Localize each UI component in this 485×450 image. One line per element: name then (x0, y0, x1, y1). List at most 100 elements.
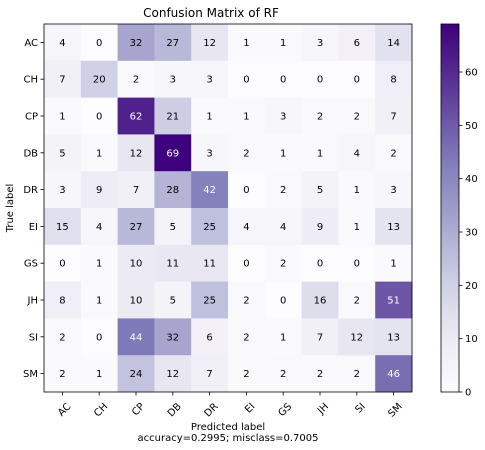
heatmap-cell (80, 208, 118, 246)
x-tick-label: CH (92, 401, 110, 419)
cell-value-label: 7 (133, 185, 139, 196)
colorbar-tick-label: 20 (465, 281, 478, 292)
cell-value-label: 2 (59, 332, 65, 343)
cell-value-label: 10 (130, 296, 143, 307)
heatmap-cell (301, 171, 339, 209)
heatmap-cell (80, 281, 118, 319)
colorbar-tick-label: 30 (465, 228, 478, 239)
cell-value-label: 2 (280, 259, 286, 270)
heatmap-cell (338, 355, 376, 393)
heatmap-cell (44, 97, 82, 135)
cell-value-label: 1 (354, 222, 360, 233)
heatmap-cell (375, 318, 413, 356)
cell-value-label: 6 (354, 38, 360, 49)
heatmap-cell (117, 24, 155, 62)
cell-value-label: 1 (206, 112, 212, 123)
heatmap-cell (117, 208, 155, 246)
heatmap-cell (80, 355, 118, 393)
heatmap-cells (44, 24, 413, 393)
cell-value-label: 25 (203, 296, 216, 307)
cell-value-label: 12 (166, 369, 179, 380)
heatmap-cell (80, 244, 118, 282)
cell-value-label: 1 (96, 259, 102, 270)
x-tick-label: SM (386, 401, 404, 419)
cell-value-label: 4 (96, 222, 102, 233)
cell-value-label: 2 (354, 369, 360, 380)
heatmap-cell (264, 24, 302, 62)
heatmap-cell (191, 244, 229, 282)
cell-value-label: 2 (280, 185, 286, 196)
cell-value-label: 62 (130, 112, 143, 123)
x-axis-ticks: AC CH CP DB DR EI GS JH SI SM (56, 392, 405, 420)
cell-value-label: 2 (390, 148, 396, 159)
cell-value-label: 2 (243, 332, 249, 343)
cell-value-label: 0 (317, 75, 323, 86)
heatmap-cell (228, 24, 266, 62)
cell-value-label: 1 (317, 148, 323, 159)
cell-value-label: 1 (243, 38, 249, 49)
cell-value-label: 8 (390, 75, 396, 86)
heatmap-cell (117, 171, 155, 209)
x-tick-label: EI (243, 401, 257, 415)
cell-value-label: 5 (170, 296, 176, 307)
heatmap-cell (338, 171, 376, 209)
cell-value-label: 12 (350, 332, 363, 343)
cell-value-label: 1 (280, 148, 286, 159)
heatmap-cell (375, 60, 413, 98)
cell-value-label: 7 (390, 112, 396, 123)
heatmap-cell (44, 281, 82, 319)
heatmap-cell (228, 318, 266, 356)
heatmap-cell (117, 355, 155, 393)
heatmap-cell (154, 171, 192, 209)
heatmap-cell (301, 97, 339, 135)
heatmap-cell (264, 355, 302, 393)
heatmap-cell (44, 134, 82, 172)
cell-value-label: 2 (133, 75, 139, 86)
heatmap-cell (375, 24, 413, 62)
heatmap-cell (264, 244, 302, 282)
colorbar-tick-label: 10 (465, 334, 478, 345)
cell-value-label: 8 (59, 296, 65, 307)
heatmap-cell (80, 318, 118, 356)
heatmap-cell (80, 60, 118, 98)
heatmap-cell (154, 24, 192, 62)
x-tick-label: JH (315, 401, 331, 417)
heatmap-cell (228, 134, 266, 172)
cell-value-label: 0 (243, 185, 249, 196)
cell-value-label: 14 (387, 38, 400, 49)
heatmap-cell (191, 97, 229, 135)
heatmap-cell (301, 355, 339, 393)
cell-value-label: 1 (390, 259, 396, 270)
cell-value-label: 12 (203, 38, 216, 49)
heatmap-cell (264, 208, 302, 246)
y-tick-label: DB (23, 148, 38, 159)
cell-value-label: 46 (387, 369, 400, 380)
heatmap-cell (44, 171, 82, 209)
heatmap-cell (154, 318, 192, 356)
cell-value-label: 9 (96, 185, 102, 196)
heatmap-cell (191, 208, 229, 246)
cell-value-label: 32 (130, 38, 143, 49)
heatmap-cell (301, 318, 339, 356)
heatmap-cell (44, 60, 82, 98)
heatmap-cell (375, 281, 413, 319)
cell-value-label: 4 (280, 222, 286, 233)
cell-value-label: 0 (317, 259, 323, 270)
y-tick-label: JH (27, 296, 38, 307)
cell-value-label: 1 (243, 112, 249, 123)
cell-value-label: 2 (59, 369, 65, 380)
y-tick-label: SI (29, 332, 38, 343)
heatmap-cell (44, 318, 82, 356)
heatmap-cell (338, 281, 376, 319)
y-axis-ticks: AC CH CP DB DR EI GS JH SI SM (23, 38, 44, 380)
cell-value-label: 0 (280, 75, 286, 86)
cell-value-label: 1 (280, 38, 286, 49)
cell-value-label: 16 (314, 296, 327, 307)
heatmap-cell (80, 24, 118, 62)
cell-value-label: 2 (243, 369, 249, 380)
heatmap-cell (375, 171, 413, 209)
cell-value-label: 0 (354, 75, 360, 86)
colorbar-tick-label: 50 (465, 121, 478, 132)
x-tick-label: SI (354, 401, 368, 415)
